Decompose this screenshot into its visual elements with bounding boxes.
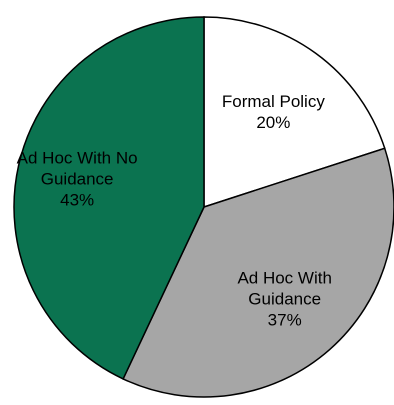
pie-label-percent: 20% — [256, 113, 290, 132]
pie-slice-ad-hoc-with-no-guidance — [13, 16, 205, 380]
pie-label-line: Formal Policy — [222, 92, 325, 111]
pie-label-line: Ad Hoc With — [237, 269, 331, 288]
pie-label-ad-hoc-with-no-guidance: Ad Hoc With No Guidance 43% — [17, 149, 138, 210]
pie-label-line: Guidance — [248, 290, 321, 309]
pie-labels: Formal Policy 20%Ad Hoc With Guidance 37%Ad… — [17, 92, 332, 329]
pie-label-ad-hoc-with-guidance: Ad Hoc With Guidance 37% — [237, 269, 331, 330]
pie-label-percent: 37% — [268, 311, 302, 330]
pie-label-line: Ad Hoc With No — [17, 149, 138, 168]
pie-slices — [13, 16, 394, 398]
pie-label-percent: 43% — [60, 191, 94, 210]
pie-label-line: Guidance — [41, 170, 114, 189]
pie-label-formal-policy: Formal Policy 20% — [222, 92, 325, 132]
pie-slice-formal-policy — [203, 16, 386, 209]
